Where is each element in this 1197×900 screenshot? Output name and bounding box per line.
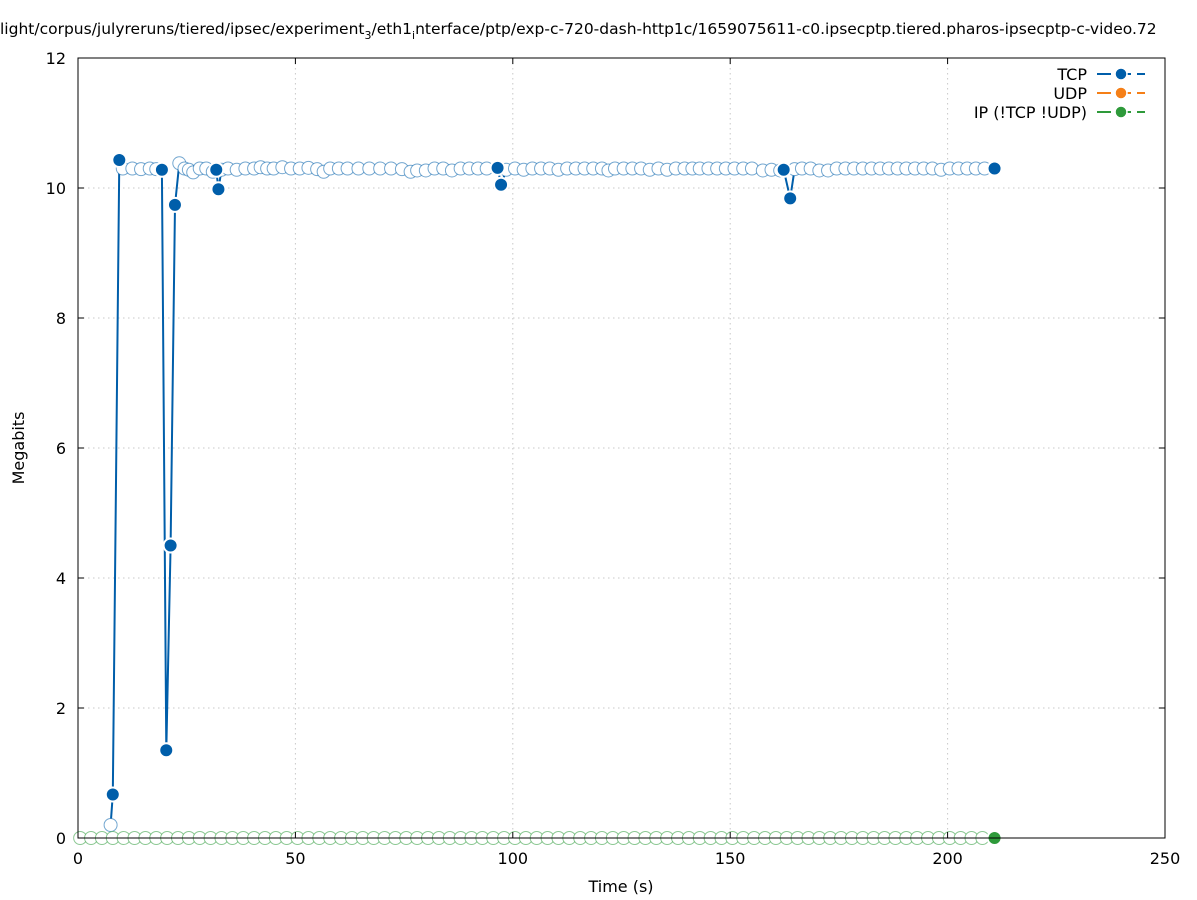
legend-label-udp: UDP: [1053, 84, 1087, 103]
title-part-b: /eth1: [372, 20, 413, 38]
x-tick-label: 250: [1150, 849, 1181, 868]
legend-entry-ip: IP (!TCP !UDP): [974, 103, 1145, 122]
y-tick-label: 2: [56, 699, 66, 718]
data-point-emphasized-tcp: [775, 161, 792, 178]
y-tick-label: 0: [56, 829, 66, 848]
data-point-emphasized-tcp: [489, 159, 506, 176]
legend-marker-udp: [1114, 86, 1128, 100]
y-tick-label: 12: [46, 49, 66, 68]
x-tick-label: 100: [498, 849, 529, 868]
legend-marker-ip: [1114, 105, 1128, 119]
y-tick-label: 4: [56, 569, 66, 588]
legend-label-tcp: TCP: [1056, 65, 1087, 84]
x-tick-label: 150: [715, 849, 746, 868]
data-point-emphasized-tcp: [782, 190, 799, 207]
data-point-emphasized-tcp: [208, 161, 225, 178]
chart-title: light/corpus/julyreruns/tiered/ipsec/exp…: [0, 20, 1157, 42]
data-point-emphasized-tcp: [166, 196, 183, 213]
x-tick-label: 0: [73, 849, 83, 868]
legend-entry-tcp: TCP: [1056, 65, 1145, 84]
plot-area: [73, 152, 1003, 846]
data-point-emphasized-tcp: [153, 161, 170, 178]
x-tick-label: 50: [285, 849, 305, 868]
grid: [78, 58, 1165, 838]
axes: 0 50 100 150 200 250 0 2 4 6 8 10 12: [46, 49, 1181, 868]
legend-marker-tcp: [1114, 67, 1128, 81]
legend: TCP UDP IP (!TCP !UDP): [974, 65, 1145, 122]
data-point-emphasized-tcp: [986, 160, 1003, 177]
x-axis-label: Time (s): [587, 877, 653, 896]
series-line-tcp: [109, 159, 995, 826]
y-axis-label: Megabits: [9, 412, 28, 485]
x-tick-label: 200: [932, 849, 963, 868]
data-point-emphasized-tcp: [162, 537, 179, 554]
legend-label-ip: IP (!TCP !UDP): [974, 103, 1087, 122]
title-subscript-2: i: [412, 29, 415, 42]
y-tick-label: 10: [46, 179, 66, 198]
data-point-emphasized-tcp: [158, 742, 175, 759]
data-point-emphasized-tcp: [111, 152, 128, 169]
data-point-emphasized-tcp: [493, 176, 510, 193]
title-subscript-1: 3: [365, 29, 372, 42]
y-tick-label: 6: [56, 439, 66, 458]
data-point-emphasized-tcp: [210, 181, 227, 198]
data-point-tcp: [103, 818, 118, 832]
title-part-a: light/corpus/julyreruns/tiered/ipsec/exp…: [0, 20, 365, 38]
legend-entry-udp: UDP: [1053, 84, 1145, 103]
y-tick-label: 8: [56, 309, 66, 328]
data-point-emphasized-tcp: [104, 786, 121, 803]
title-part-c: nterface/ptp/exp-c-720-dash-http1c/16590…: [415, 20, 1157, 38]
series-tcp: [103, 152, 1003, 832]
